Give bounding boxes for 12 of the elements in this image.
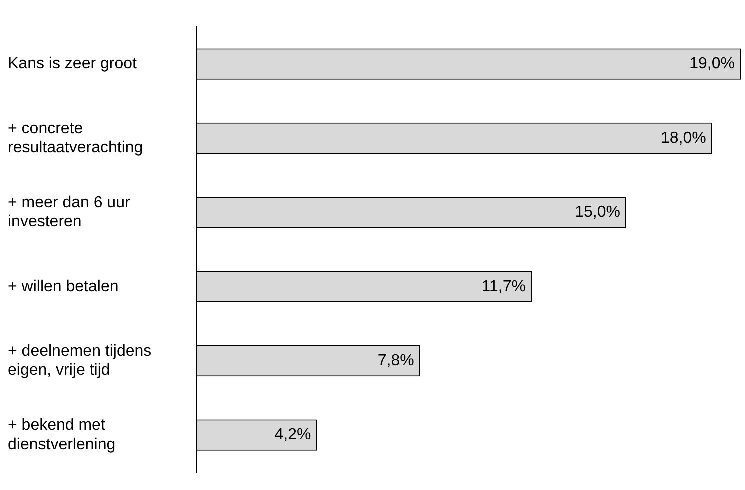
data-label: 15,0%	[575, 204, 620, 222]
data-label: 18,0%	[660, 130, 706, 147]
data-label: 11,7%	[482, 278, 526, 296]
y-tick-label: + concrete resultaatverachting	[8, 120, 144, 157]
data-label: 7,8%	[378, 352, 414, 370]
data-label: 19,0%	[690, 56, 735, 73]
y-tick-label: + bekend met dienstverlening	[8, 417, 116, 454]
y-tick-label: + deelnemen tijdens eigen, vrije tijd	[8, 342, 152, 380]
y-tick-label: + willen betalen	[8, 278, 119, 296]
data-label: 4,2%	[274, 426, 312, 444]
y-tick-label: Kans is zeer groot	[8, 56, 138, 73]
y-tick-label: + meer dan 6 uur investeren	[8, 194, 131, 231]
